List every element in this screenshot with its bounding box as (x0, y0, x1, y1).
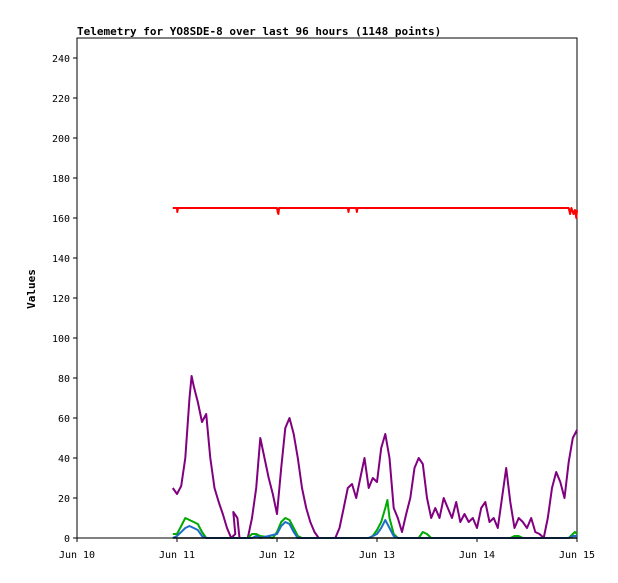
y-tick-label: 40 (58, 454, 70, 465)
y-axis-label: Values (25, 269, 38, 309)
y-tick-label: 140 (52, 254, 70, 265)
x-tick-label: Jun 14 (459, 550, 495, 561)
y-tick-label: 100 (52, 334, 70, 345)
x-tick-label: Jun 15 (559, 550, 595, 561)
y-tick-label: 80 (58, 374, 70, 385)
series-line-2 (171, 375, 578, 539)
x-tick-label: Jun 11 (159, 550, 195, 561)
y-axis: 0 20 40 60 80 100 120 140 160 180 200 220 240 (52, 54, 77, 545)
y-tick-label: 220 (52, 94, 70, 105)
y-tick-label: 200 (52, 134, 70, 145)
y-tick-label: 0 (64, 534, 70, 545)
y-tick-label: 180 (52, 174, 70, 185)
x-tick-label: Jun 12 (259, 550, 295, 561)
series-lines (171, 207, 578, 539)
y-tick-label: 160 (52, 214, 70, 225)
plot-frame (76, 37, 578, 539)
chart-title: Telemetry for YO8SDE-8 over last 96 hour… (77, 25, 441, 38)
x-axis: Jun 10 Jun 11 Jun 12 Jun 13 Jun 14 Jun 15 (59, 538, 595, 561)
series-line-4 (172, 519, 577, 539)
y-tick-label: 60 (58, 414, 70, 425)
y-tick-label: 240 (52, 54, 70, 65)
y-tick-label: 120 (52, 294, 70, 305)
x-tick-label: Jun 13 (359, 550, 395, 561)
series-line-1 (172, 207, 578, 219)
x-tick-label: Jun 10 (59, 550, 95, 561)
y-tick-label: 20 (58, 494, 70, 505)
